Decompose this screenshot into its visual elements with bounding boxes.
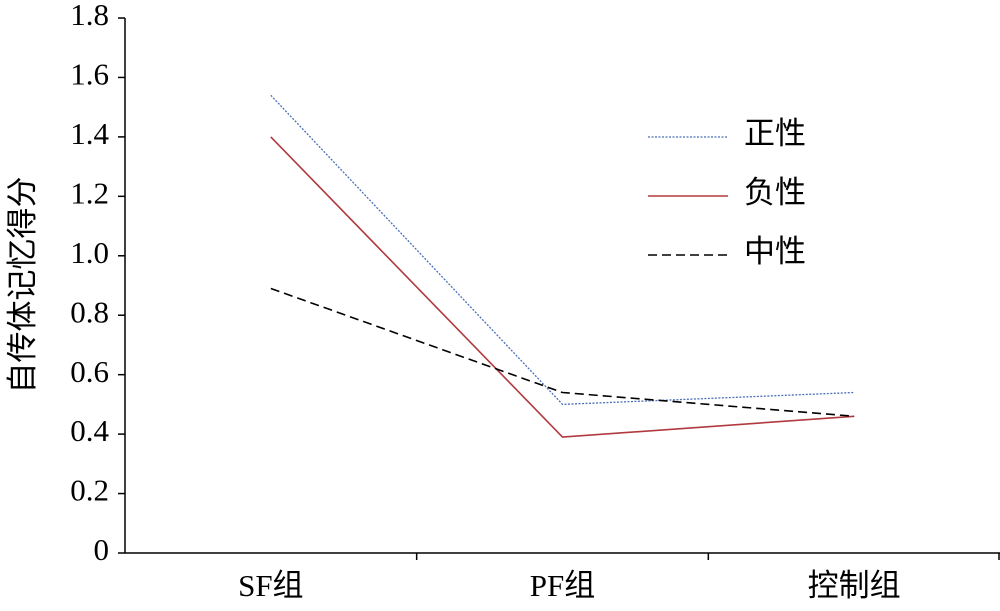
y-tick-label: 1.6 (70, 57, 109, 92)
y-tick-label: 1.8 (70, 0, 109, 32)
y-tick-label: 1.2 (70, 175, 109, 210)
y-tick-label: 0.4 (70, 413, 109, 448)
legend-label: 负性 (744, 175, 806, 210)
y-tick-label: 0.2 (70, 473, 109, 508)
x-tick-label: SF组 (238, 568, 303, 603)
legend-label: 中性 (744, 234, 806, 269)
x-tick-label: 控制组 (808, 568, 901, 603)
series-line (270, 287, 855, 418)
y-tick-label: 0 (94, 532, 110, 567)
x-tick-label: PF组 (530, 568, 595, 603)
y-tick-label: 1.0 (70, 235, 109, 270)
y-tick-label: 1.4 (70, 116, 109, 151)
y-tick-label: 0.6 (70, 354, 109, 389)
y-tick-label: 0.8 (70, 294, 109, 329)
y-axis-label: 自传体记忆得分 (5, 177, 40, 394)
series-line (270, 94, 855, 406)
series-line (270, 136, 855, 438)
legend-label: 正性 (744, 116, 806, 151)
